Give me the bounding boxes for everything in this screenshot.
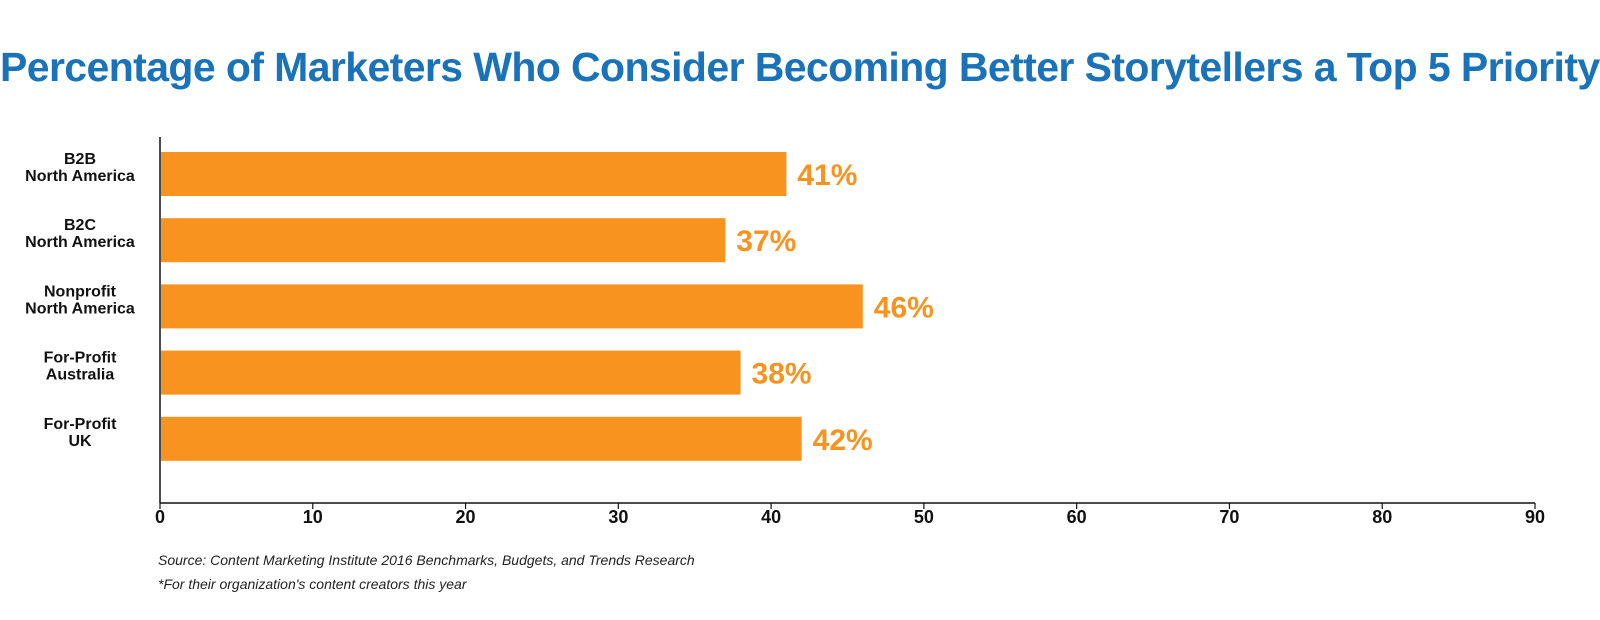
source-note: Source: Content Marketing Institute 2016… (158, 552, 695, 568)
category-label: North America (25, 234, 135, 251)
footnote: *For their organization's content creato… (158, 576, 467, 592)
x-tick-label: 40 (761, 507, 781, 527)
data-label: 42% (813, 424, 873, 457)
data-label: 46% (874, 291, 934, 324)
data-label: 37% (736, 225, 796, 258)
bar (161, 350, 741, 395)
category-label: North America (25, 300, 135, 317)
data-label: 38% (752, 358, 812, 391)
category-label: B2B (64, 151, 96, 168)
x-ticks-group: 0 10 20 30 40 50 60 70 80 90 (155, 503, 1545, 527)
category-label: For-Profit (44, 416, 118, 433)
bar (161, 284, 863, 329)
bar (161, 152, 787, 196)
category-label: For-Profit (44, 350, 118, 367)
x-tick-label: 60 (1067, 507, 1087, 527)
x-tick-label: 80 (1372, 507, 1392, 527)
category-label: UK (68, 433, 92, 450)
x-tick-label: 20 (456, 507, 476, 527)
x-tick-label: 10 (303, 507, 323, 527)
x-tick-label: 0 (155, 507, 165, 527)
category-label: Australia (46, 367, 115, 384)
x-tick-label: 50 (914, 507, 934, 527)
chart-title: Percentage of Marketers Who Consider Bec… (0, 44, 1600, 90)
x-tick-label: 90 (1525, 507, 1545, 527)
category-label: North America (25, 168, 135, 185)
data-label: 41% (797, 159, 857, 192)
bar (161, 218, 726, 263)
bars-group: 41%37% 46% 38%42% (161, 152, 934, 461)
category-label: Nonprofit (44, 283, 117, 300)
category-label: B2C (64, 217, 96, 234)
x-tick-label: 30 (608, 507, 628, 527)
x-tick-label: 70 (1219, 507, 1239, 527)
bar (161, 416, 802, 461)
